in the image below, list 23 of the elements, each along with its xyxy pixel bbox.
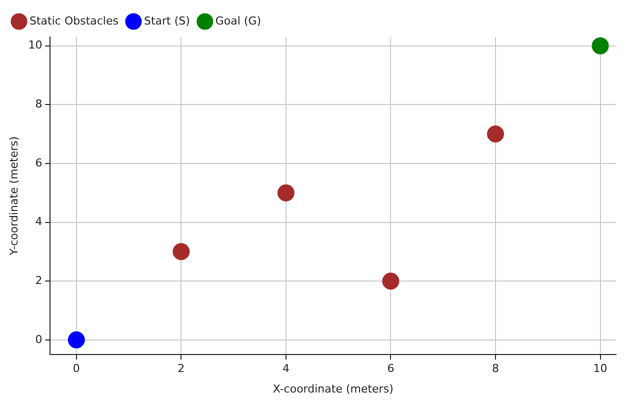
x-tick-label: 8 [492, 362, 500, 376]
point [382, 272, 400, 290]
legend-label: Goal (G) [215, 14, 262, 28]
point [277, 184, 294, 202]
legend-label: Start (S) [144, 14, 190, 28]
y-tick-label: 6 [35, 156, 42, 170]
x-tick-label: 6 [387, 362, 394, 376]
y-tick-label: 8 [35, 97, 42, 110]
x-tick-label: 0 [72, 362, 80, 376]
legend-label: Static Obstacles [30, 14, 119, 28]
y-axis-title: Y-coordinate (meters) [7, 136, 20, 256]
x-tick-label: 4 [282, 362, 290, 376]
point [592, 37, 609, 54]
point [172, 243, 190, 260]
x-tick-label: 10 [593, 362, 608, 376]
y-tick-label: 4 [35, 215, 42, 228]
y-tick-label: 2 [35, 274, 42, 287]
x-axis-title: X-coordinate (meters) [272, 382, 394, 396]
point [487, 126, 504, 143]
point [68, 331, 85, 348]
y-tick-label: 0 [35, 332, 42, 346]
y-tick-label: 10 [28, 38, 42, 52]
x-tick-label: 2 [178, 362, 185, 376]
